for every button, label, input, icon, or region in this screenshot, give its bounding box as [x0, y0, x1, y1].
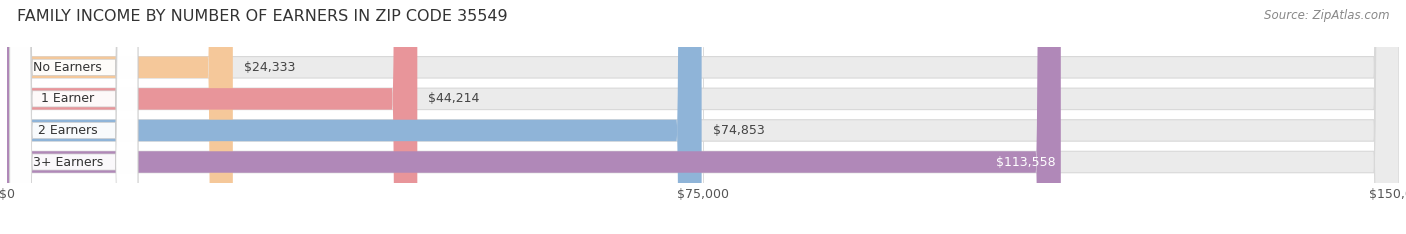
FancyBboxPatch shape	[10, 0, 138, 234]
Text: $74,853: $74,853	[713, 124, 765, 137]
FancyBboxPatch shape	[7, 0, 1399, 234]
FancyBboxPatch shape	[7, 0, 418, 234]
Text: $24,333: $24,333	[245, 61, 295, 74]
FancyBboxPatch shape	[7, 0, 1399, 234]
FancyBboxPatch shape	[7, 0, 1060, 234]
Text: 3+ Earners: 3+ Earners	[32, 156, 103, 168]
FancyBboxPatch shape	[7, 0, 1399, 234]
Text: $44,214: $44,214	[429, 92, 479, 105]
Text: $113,558: $113,558	[995, 156, 1056, 168]
FancyBboxPatch shape	[7, 0, 702, 234]
Text: 1 Earner: 1 Earner	[41, 92, 94, 105]
Text: 2 Earners: 2 Earners	[38, 124, 97, 137]
Text: Source: ZipAtlas.com: Source: ZipAtlas.com	[1264, 9, 1389, 22]
Text: No Earners: No Earners	[34, 61, 103, 74]
FancyBboxPatch shape	[10, 0, 138, 234]
FancyBboxPatch shape	[7, 0, 233, 234]
FancyBboxPatch shape	[7, 0, 1399, 234]
FancyBboxPatch shape	[10, 0, 138, 234]
FancyBboxPatch shape	[10, 0, 138, 234]
Text: FAMILY INCOME BY NUMBER OF EARNERS IN ZIP CODE 35549: FAMILY INCOME BY NUMBER OF EARNERS IN ZI…	[17, 9, 508, 24]
